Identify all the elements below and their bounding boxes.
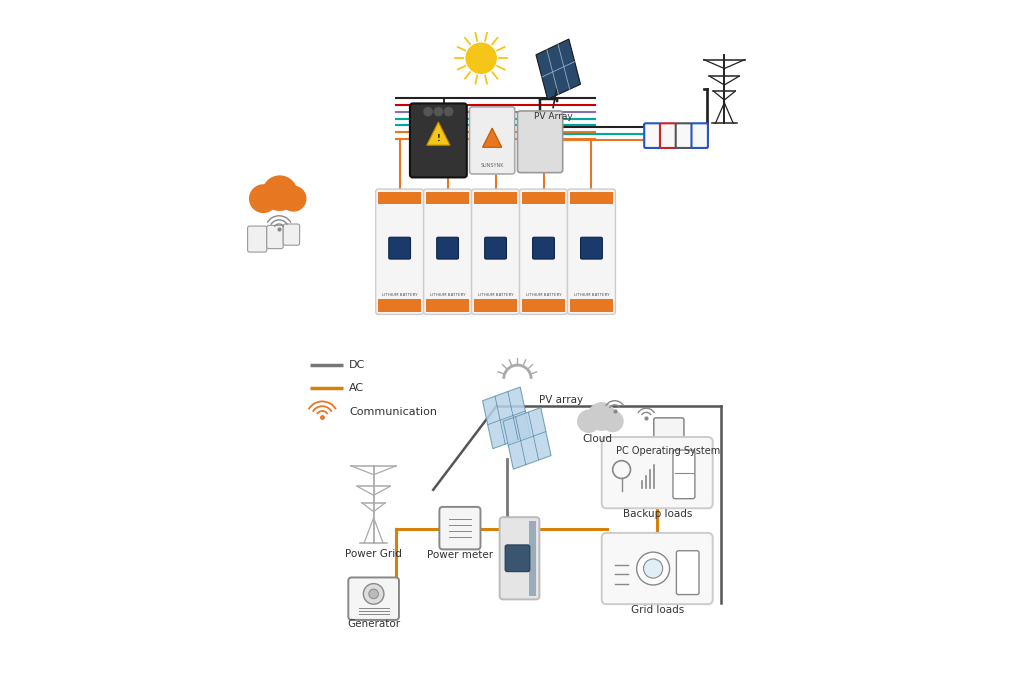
Bar <box>426 299 469 312</box>
Text: Cloud: Cloud <box>583 434 612 444</box>
Circle shape <box>263 176 297 210</box>
Circle shape <box>369 589 379 599</box>
Text: AC: AC <box>349 383 365 393</box>
Text: Power meter: Power meter <box>427 549 493 560</box>
Circle shape <box>364 584 384 604</box>
Text: Backup loads: Backup loads <box>623 509 692 519</box>
FancyBboxPatch shape <box>602 437 713 508</box>
FancyBboxPatch shape <box>500 517 540 599</box>
Circle shape <box>602 411 623 432</box>
Bar <box>379 299 421 312</box>
Bar <box>570 192 612 204</box>
Text: SUNSYNK: SUNSYNK <box>480 163 504 168</box>
Text: PV Array: PV Array <box>534 112 572 121</box>
Circle shape <box>466 43 497 73</box>
Circle shape <box>434 108 442 116</box>
Text: LITHIUM BATTERY: LITHIUM BATTERY <box>382 293 418 297</box>
Text: LITHIUM BATTERY: LITHIUM BATTERY <box>430 293 466 297</box>
FancyBboxPatch shape <box>691 123 708 148</box>
Polygon shape <box>482 128 502 147</box>
FancyBboxPatch shape <box>470 107 515 174</box>
Text: LITHIUM BATTERY: LITHIUM BATTERY <box>477 293 513 297</box>
Bar <box>474 299 517 312</box>
FancyBboxPatch shape <box>602 533 713 604</box>
FancyBboxPatch shape <box>267 225 284 249</box>
FancyBboxPatch shape <box>581 237 602 259</box>
FancyBboxPatch shape <box>519 189 567 314</box>
Polygon shape <box>536 39 581 99</box>
Circle shape <box>424 108 432 116</box>
FancyBboxPatch shape <box>376 189 424 314</box>
FancyBboxPatch shape <box>532 237 554 259</box>
Text: Communication: Communication <box>349 407 437 416</box>
FancyBboxPatch shape <box>436 237 459 259</box>
FancyBboxPatch shape <box>644 123 660 148</box>
Bar <box>522 192 565 204</box>
Text: !: ! <box>436 134 440 143</box>
Circle shape <box>578 410 600 432</box>
Text: PC Operating System: PC Operating System <box>616 446 720 456</box>
FancyBboxPatch shape <box>517 111 563 173</box>
FancyBboxPatch shape <box>677 551 699 595</box>
Text: LITHIUM BATTERY: LITHIUM BATTERY <box>573 293 609 297</box>
Text: Generator: Generator <box>347 619 400 629</box>
Polygon shape <box>427 122 450 145</box>
Circle shape <box>643 559 663 578</box>
FancyBboxPatch shape <box>673 450 695 499</box>
FancyBboxPatch shape <box>284 224 300 245</box>
FancyBboxPatch shape <box>248 226 267 252</box>
FancyBboxPatch shape <box>472 189 519 314</box>
FancyBboxPatch shape <box>676 123 692 148</box>
FancyBboxPatch shape <box>348 577 399 620</box>
Circle shape <box>444 108 453 116</box>
FancyBboxPatch shape <box>653 418 684 443</box>
Text: Grid loads: Grid loads <box>631 605 684 615</box>
Circle shape <box>588 403 615 430</box>
FancyBboxPatch shape <box>410 103 467 177</box>
Bar <box>570 299 612 312</box>
FancyBboxPatch shape <box>659 123 677 148</box>
Text: Power Grid: Power Grid <box>345 549 402 559</box>
Bar <box>529 521 536 596</box>
FancyBboxPatch shape <box>567 189 615 314</box>
Bar <box>522 299 565 312</box>
Bar <box>426 192 469 204</box>
Polygon shape <box>503 408 551 469</box>
FancyBboxPatch shape <box>505 545 529 571</box>
FancyBboxPatch shape <box>389 237 411 259</box>
Circle shape <box>250 185 278 212</box>
Text: LITHIUM BATTERY: LITHIUM BATTERY <box>525 293 561 297</box>
Circle shape <box>637 552 670 585</box>
Text: DC: DC <box>349 360 366 370</box>
FancyBboxPatch shape <box>439 507 480 549</box>
Bar <box>379 192 421 204</box>
FancyBboxPatch shape <box>484 237 507 259</box>
Text: PV array: PV array <box>539 395 583 405</box>
Circle shape <box>282 186 306 211</box>
Polygon shape <box>482 387 530 449</box>
Bar <box>474 192 517 204</box>
FancyBboxPatch shape <box>424 189 472 314</box>
